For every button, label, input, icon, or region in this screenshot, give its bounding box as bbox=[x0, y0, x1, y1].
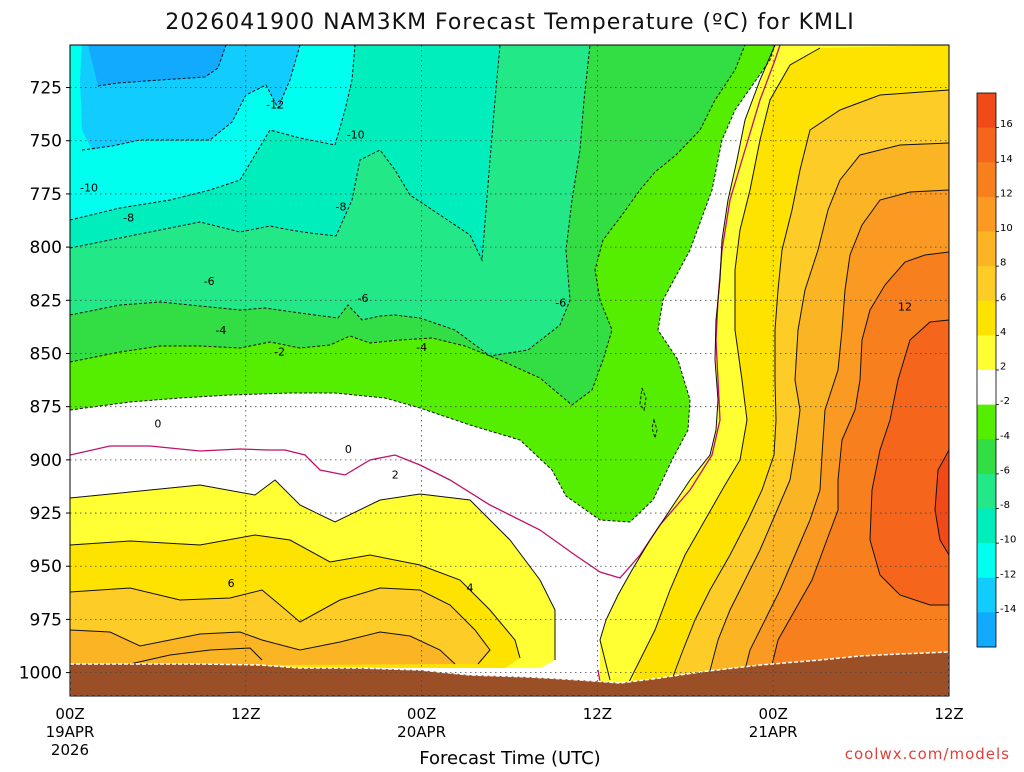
colorbar-swatch bbox=[977, 127, 996, 163]
x-tick-date: 20APR bbox=[397, 723, 446, 741]
y-tick-label: 900 bbox=[30, 451, 62, 471]
contour-label: 4 bbox=[466, 582, 473, 595]
colorbar-swatch bbox=[977, 162, 996, 198]
y-tick-label: 775 bbox=[30, 185, 62, 205]
colorbar-label: -8 bbox=[1000, 500, 1010, 511]
grid bbox=[70, 45, 949, 696]
colorbar-label: 10 bbox=[1000, 223, 1013, 234]
colorbar-swatch bbox=[977, 577, 996, 613]
contour-label: 0 bbox=[345, 443, 352, 456]
y-tick-label: 975 bbox=[30, 610, 62, 630]
x-axis-label: Forecast Time (UTC) bbox=[419, 748, 600, 768]
colorbar-label: -6 bbox=[1000, 465, 1010, 476]
y-tick-label: 1000 bbox=[19, 664, 62, 684]
band-8-to-10 bbox=[70, 630, 455, 666]
colorbar-label: -4 bbox=[1000, 431, 1010, 442]
positive-isotherms-right bbox=[599, 45, 949, 691]
y-axis: 725 750 775 800 825 850 875 900 925 950 975 1000 bbox=[19, 79, 70, 684]
colorbar-label: 8 bbox=[1000, 258, 1006, 269]
y-tick-label: 750 bbox=[30, 132, 62, 152]
y-tick-label: 725 bbox=[30, 79, 62, 99]
colorbar-swatch bbox=[977, 370, 996, 406]
contour-label: -6 bbox=[358, 292, 369, 305]
colorbar-swatch bbox=[977, 196, 996, 232]
colorbar-swatch bbox=[977, 231, 996, 267]
y-tick-label: 850 bbox=[30, 344, 62, 364]
colorbar-swatch bbox=[977, 93, 996, 129]
contour-label: 2 bbox=[392, 469, 399, 482]
x-tick-label: 00Z bbox=[759, 705, 788, 723]
terrain-below-ground bbox=[70, 651, 949, 696]
credit-text: coolwx.com/models bbox=[845, 745, 1010, 763]
colorbar-swatch bbox=[977, 473, 996, 509]
contour-label: -4 bbox=[215, 324, 226, 337]
contour-label: 12 bbox=[898, 301, 912, 314]
contour-label: -10 bbox=[80, 182, 98, 195]
colorbar-swatch bbox=[977, 543, 996, 579]
y-tick-label: 800 bbox=[30, 238, 62, 258]
contour-label: -4 bbox=[416, 341, 427, 354]
colorbar-swatch bbox=[977, 508, 996, 544]
plot-area: -12 -10 -10 -8 -8 -6 -6 -6 -4 -4 -2 0 0 2 4 6 12 bbox=[70, 45, 949, 696]
warm-band-14-to-16 bbox=[870, 320, 949, 605]
colorbar-label: 16 bbox=[1000, 119, 1013, 130]
y-tick-label: 875 bbox=[30, 398, 62, 418]
x-tick-label: 00Z bbox=[55, 705, 84, 723]
x-tick-label: 12Z bbox=[583, 705, 612, 723]
contour-label: -8 bbox=[123, 211, 134, 224]
colorbar-label: 4 bbox=[1000, 327, 1006, 338]
y-tick-label: 925 bbox=[30, 504, 62, 524]
colorbar-label: -14 bbox=[1000, 604, 1016, 615]
x-tick-label: 12Z bbox=[231, 705, 260, 723]
contour-label: 0 bbox=[154, 418, 161, 431]
contour-label: -12 bbox=[266, 99, 284, 112]
negative-isotherms bbox=[70, 45, 776, 523]
x-tick-label: 00Z bbox=[407, 705, 436, 723]
colorbar-label: -12 bbox=[1000, 569, 1016, 580]
band-below-minus-14 bbox=[88, 45, 226, 86]
contour-label: -6 bbox=[204, 275, 215, 288]
colorbar-label: 6 bbox=[1000, 292, 1006, 303]
colorbar-swatch bbox=[977, 300, 996, 336]
y-tick-label: 950 bbox=[30, 557, 62, 577]
colorbar-label: -2 bbox=[1000, 396, 1010, 407]
x-tick-label: 12Z bbox=[934, 705, 963, 723]
contour-label: -8 bbox=[336, 201, 347, 214]
colorbar-swatch bbox=[977, 439, 996, 475]
colorbar: 16 14 12 10 8 6 4 2 -2 -4 -6 -8 -10 -12 -14 bbox=[976, 92, 1016, 648]
colorbar-swatch bbox=[977, 612, 996, 648]
x-tick-year: 2026 bbox=[51, 741, 89, 759]
y-tick-label: 825 bbox=[30, 291, 62, 311]
contour-label: -10 bbox=[347, 128, 365, 141]
contour-label: -2 bbox=[274, 345, 285, 358]
chart-title: 2026041900 NAM3KM Forecast Temperature (… bbox=[165, 10, 855, 35]
contour-label: 6 bbox=[228, 577, 235, 590]
colorbar-label: 14 bbox=[1000, 154, 1013, 165]
colorbar-swatch bbox=[977, 266, 996, 302]
positive-isotherms-left bbox=[70, 479, 556, 665]
colorbar-swatch bbox=[977, 335, 996, 371]
plot-frame bbox=[69, 44, 950, 697]
colorbar-label: 2 bbox=[1000, 362, 1006, 373]
colorbar-label: -10 bbox=[1000, 535, 1016, 546]
colorbar-swatch bbox=[977, 404, 996, 440]
x-tick-date: 21APR bbox=[749, 723, 798, 741]
x-tick-date: 19APR bbox=[46, 723, 95, 741]
colorbar-label: 12 bbox=[1000, 188, 1013, 199]
contour-label: -6 bbox=[555, 296, 566, 309]
contour-labels: -12 -10 -10 -8 -8 -6 -6 -6 -4 -4 -2 0 0 2 4 6 12 bbox=[80, 99, 912, 595]
